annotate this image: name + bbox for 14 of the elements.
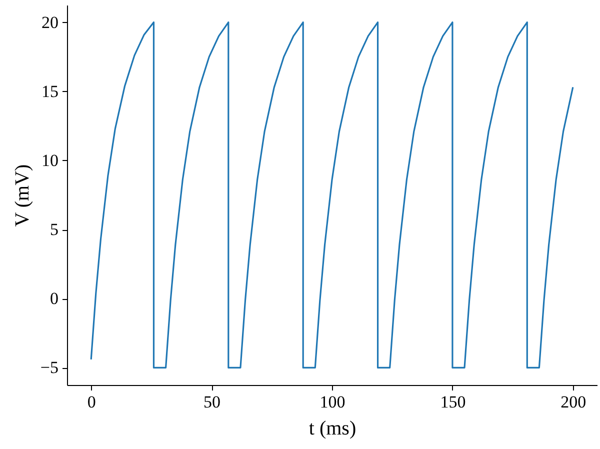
line-series xyxy=(90,21,574,369)
y-tick-label: −5 xyxy=(40,358,58,378)
y-tick-label: 10 xyxy=(42,150,58,170)
y-tick-label: 15 xyxy=(42,82,58,101)
x-tick-label: 100 xyxy=(320,392,346,412)
y-axis-title: V (mV) xyxy=(11,164,34,227)
y-tick-label: 5 xyxy=(50,220,58,240)
x-tick-label: 150 xyxy=(440,392,466,412)
x-tick-label: 0 xyxy=(87,392,96,412)
x-tick-label: 200 xyxy=(560,392,586,412)
y-tick-label: 0 xyxy=(50,289,58,308)
y-tick-label: 20 xyxy=(42,12,58,32)
x-axis-title: t (ms) xyxy=(308,418,356,440)
x-tick-label: 50 xyxy=(204,392,221,412)
